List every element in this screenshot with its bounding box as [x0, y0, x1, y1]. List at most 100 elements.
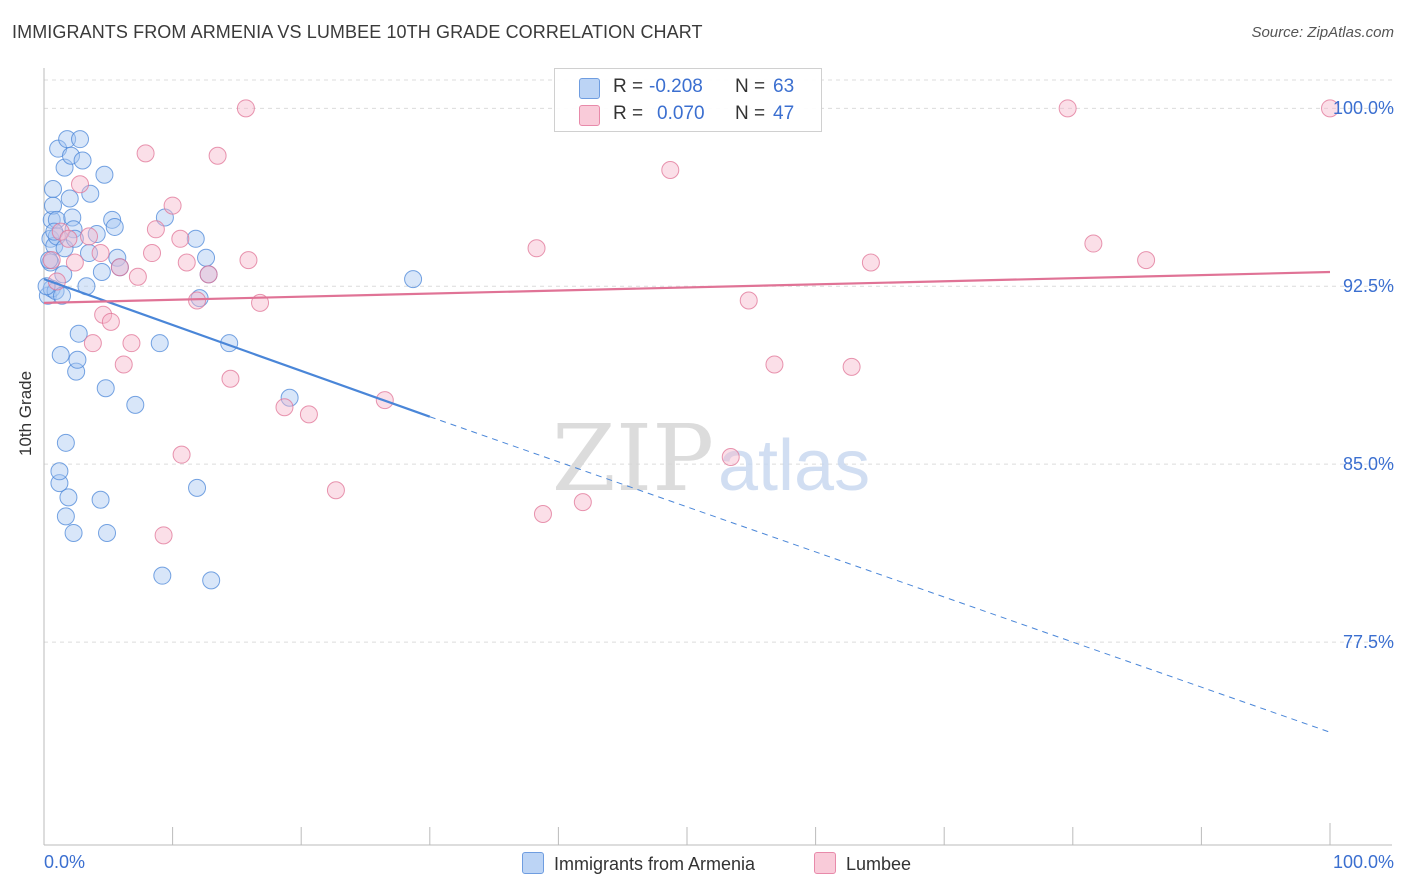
legend-r-value: -0.208 [649, 76, 703, 97]
data-point [95, 165, 114, 184]
bottom-legend-label-armenia: Immigrants from Armenia [554, 854, 756, 874]
data-point [42, 251, 61, 270]
data-point [53, 286, 72, 305]
data-point [172, 445, 191, 464]
data-point [527, 239, 546, 258]
y-tick-label: 77.5% [1342, 632, 1394, 653]
data-point [188, 291, 207, 310]
data-point [44, 179, 63, 198]
data-point [128, 267, 147, 286]
data-point [71, 130, 90, 149]
data-point [221, 369, 240, 388]
trend-line-armenia-extension [429, 416, 1331, 733]
data-point [105, 217, 124, 236]
data-point [533, 504, 552, 523]
data-point [73, 151, 92, 170]
data-point [765, 355, 784, 374]
y-tick-label: 85.0% [1342, 454, 1394, 475]
data-point [62, 146, 81, 165]
data-point [208, 146, 227, 165]
data-point [177, 253, 196, 272]
data-point [188, 478, 207, 497]
data-point [171, 229, 190, 248]
y-axis-label: 10th Grade [16, 370, 35, 456]
data-point [83, 334, 102, 353]
data-point [98, 523, 117, 542]
data-point [114, 355, 133, 374]
data-point [1321, 99, 1339, 118]
data-point [197, 248, 216, 267]
data-point [44, 196, 63, 215]
data-point [96, 379, 115, 398]
legend-r-value: 0.070 [657, 103, 705, 124]
legend-n-value: 63 [773, 76, 795, 97]
legend-r-label: R = [613, 103, 644, 124]
correlation-legend: R = -0.208 N = 63 R = 0.070 N = 47 [554, 68, 822, 132]
data-point [573, 493, 592, 512]
data-point [80, 227, 99, 246]
axes [43, 68, 1392, 846]
legend-swatch-armenia [579, 78, 600, 99]
data-point [51, 222, 70, 241]
data-point [721, 448, 740, 467]
data-point [150, 334, 169, 353]
data-point [154, 526, 173, 545]
x-tick-label-max: 100.0% [1332, 852, 1394, 872]
data-point [199, 265, 218, 284]
data-point [59, 488, 78, 507]
data-point [71, 175, 90, 194]
data-point [146, 220, 165, 239]
data-point [739, 291, 758, 310]
data-point [51, 346, 70, 365]
data-point [50, 462, 69, 481]
data-point [65, 229, 84, 248]
data-point [81, 184, 100, 203]
data-point [861, 253, 880, 272]
data-point [275, 398, 294, 417]
series-lumbee [42, 99, 1339, 545]
data-point [661, 161, 680, 180]
data-point [239, 251, 258, 270]
data-point [202, 571, 221, 590]
data-point [91, 490, 110, 509]
data-point [299, 405, 318, 424]
data-point [126, 395, 145, 414]
watermark: ZIP atlas [552, 405, 870, 512]
bottom-legend-armenia: Immigrants from Armenia [522, 852, 755, 875]
trend-line-lumbee [43, 270, 1331, 304]
data-point [1058, 99, 1077, 118]
legend-n-label: N = [735, 76, 766, 97]
data-point [60, 189, 79, 208]
data-point [56, 433, 75, 452]
x-tick-label-min: 0.0% [44, 852, 86, 872]
data-point [153, 566, 172, 585]
data-point [65, 253, 84, 272]
data-point [326, 481, 345, 500]
data-point [1137, 251, 1156, 270]
bottom-legend-swatch-lumbee [814, 852, 836, 874]
data-point [1084, 234, 1103, 253]
y-tick-label: 92.5% [1342, 276, 1394, 297]
bottom-legend-lumbee: Lumbee [814, 852, 911, 875]
data-point [56, 507, 75, 526]
y-tick-label: 100.0% [1332, 98, 1394, 119]
data-point [110, 258, 129, 277]
data-point [92, 263, 111, 282]
data-point [69, 324, 88, 343]
data-point [136, 144, 155, 163]
trend-layer [43, 270, 1331, 733]
data-point [64, 523, 83, 542]
data-point [280, 388, 299, 407]
data-point [143, 244, 162, 263]
gridlines [44, 79, 1392, 643]
data-point [94, 305, 113, 324]
data-point [59, 229, 78, 248]
data-point [122, 334, 141, 353]
data-point [68, 350, 87, 369]
data-point [186, 229, 205, 248]
data-point [842, 357, 861, 376]
legend-swatch-lumbee [579, 105, 600, 126]
data-point [45, 222, 64, 241]
source-label: Source: ZipAtlas.com [1251, 24, 1394, 41]
